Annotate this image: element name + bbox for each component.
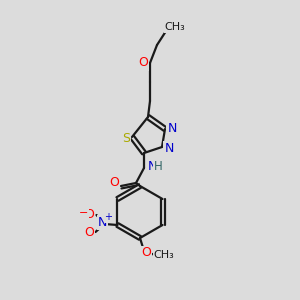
Text: O: O bbox=[138, 56, 148, 70]
Text: N: N bbox=[98, 215, 107, 229]
Text: O: O bbox=[85, 226, 94, 239]
Text: +: + bbox=[104, 212, 112, 222]
Text: H: H bbox=[154, 160, 162, 173]
Text: CH₃: CH₃ bbox=[165, 22, 185, 32]
Text: O: O bbox=[141, 247, 151, 260]
Text: O: O bbox=[109, 176, 119, 190]
Text: N: N bbox=[164, 142, 174, 154]
Text: −: − bbox=[79, 208, 88, 218]
Text: O: O bbox=[85, 208, 94, 220]
Text: CH₃: CH₃ bbox=[154, 250, 174, 260]
Text: N: N bbox=[147, 160, 157, 173]
Text: N: N bbox=[167, 122, 177, 134]
Text: S: S bbox=[122, 131, 130, 145]
